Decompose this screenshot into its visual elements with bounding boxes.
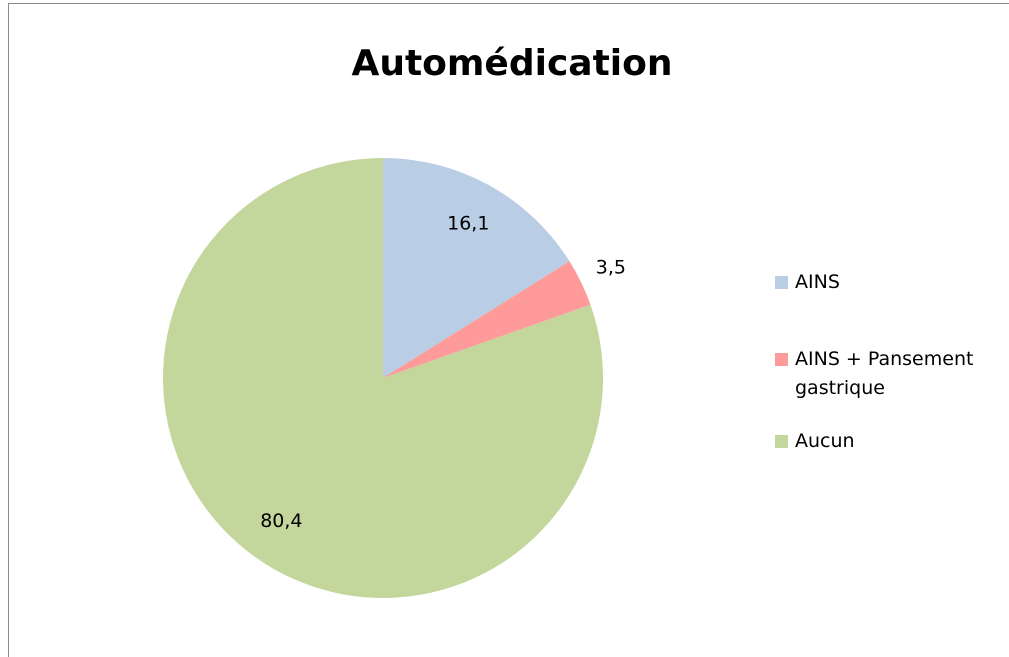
data-label: 80,4	[260, 510, 302, 532]
pie-slice	[383, 158, 570, 378]
chart-title: Automédication	[351, 43, 672, 84]
data-label: 16,1	[447, 213, 489, 235]
legend-label: AINS	[795, 271, 840, 293]
legend-item: AINS + Pansement gastrique	[775, 345, 1000, 403]
legend-item: AINS	[775, 268, 1000, 297]
legend-swatch	[775, 435, 788, 448]
legend-swatch	[775, 353, 788, 366]
chart-frame	[8, 3, 1009, 657]
legend-label: AINS + Pansement gastrique	[795, 348, 974, 399]
data-label: 3,5	[596, 257, 626, 279]
pie-slice	[383, 261, 591, 378]
legend-label: Aucun	[795, 430, 855, 452]
pie-slice	[162, 158, 604, 599]
legend-swatch	[775, 276, 788, 289]
legend-item: Aucun	[775, 427, 1000, 456]
